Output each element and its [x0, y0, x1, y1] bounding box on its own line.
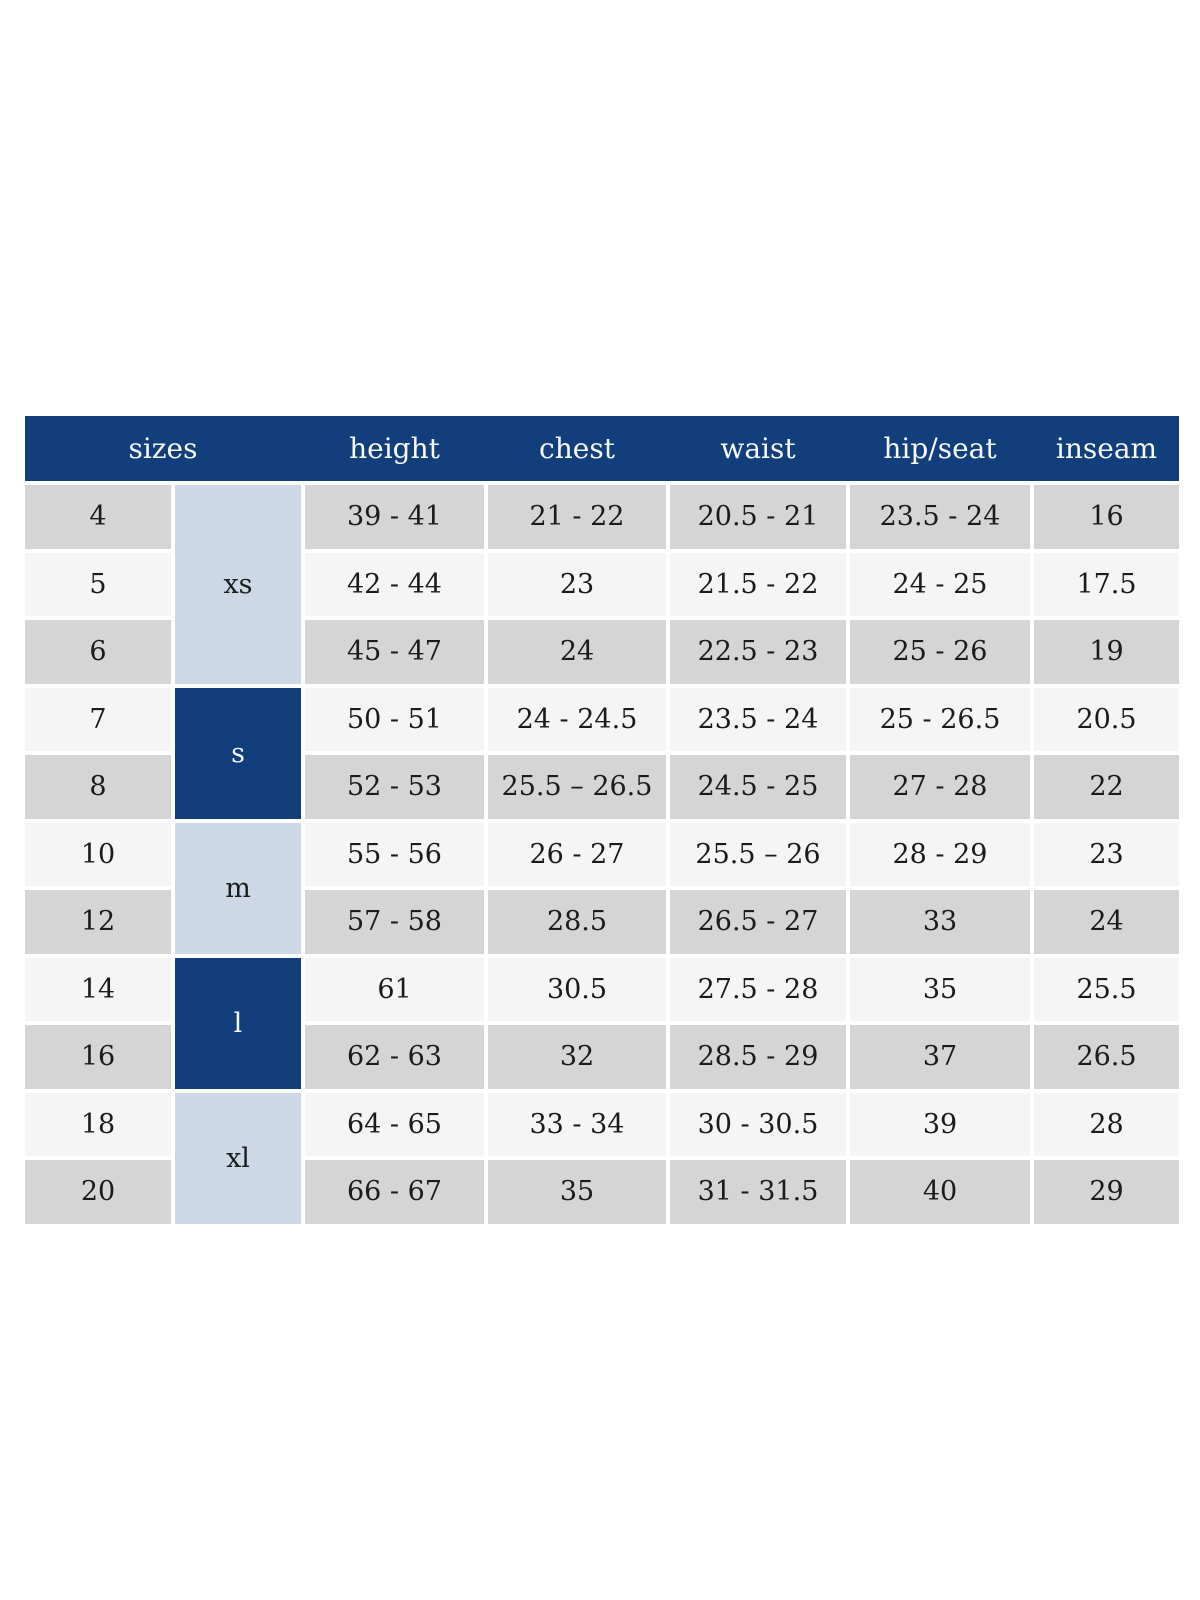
- size-cell: 6: [25, 620, 171, 684]
- height-cell: 52 - 53: [305, 755, 484, 819]
- hip_seat-cell: 28 - 29: [850, 822, 1030, 886]
- size-cell: 7: [25, 687, 171, 751]
- size-cell: 5: [25, 552, 171, 616]
- size-cell: 20: [25, 1160, 171, 1224]
- height-cell: 50 - 51: [305, 687, 484, 751]
- inseam-cell: 22: [1034, 755, 1179, 819]
- hip_seat-cell: 25 - 26.5: [850, 687, 1030, 751]
- chest-cell: 30.5: [488, 957, 666, 1021]
- hip_seat-cell: 23.5 - 24: [850, 485, 1030, 549]
- hip_seat-cell: 37: [850, 1025, 1030, 1089]
- waist-cell: 27.5 - 28: [670, 957, 846, 1021]
- chest-cell: 21 - 22: [488, 485, 666, 549]
- inseam-cell: 28: [1034, 1092, 1179, 1156]
- header-chest: chest: [539, 432, 615, 465]
- size-chart-body: 4 39 - 41 21 - 22 20.5 - 21 23.5 - 24 16 5 42 -…: [25, 485, 1179, 1224]
- size-cell: 18: [25, 1092, 171, 1156]
- size-cell: 8: [25, 755, 171, 819]
- height-cell: 61: [305, 957, 484, 1021]
- hip_seat-cell: 25 - 26: [850, 620, 1030, 684]
- size-chart-header-row: sizes height chest waist hip/seat inseam: [25, 416, 1179, 481]
- waist-cell: 28.5 - 29: [670, 1025, 846, 1089]
- chest-cell: 32: [488, 1025, 666, 1089]
- chest-cell: 28.5: [488, 890, 666, 954]
- inseam-cell: 20.5: [1034, 687, 1179, 751]
- chest-cell: 23: [488, 552, 666, 616]
- size-cell: 14: [25, 957, 171, 1021]
- size-group-xs: xs: [175, 485, 301, 684]
- chest-cell: 35: [488, 1160, 666, 1224]
- header-sizes: sizes: [128, 432, 198, 465]
- inseam-cell: 17.5: [1034, 552, 1179, 616]
- header-height: height: [349, 432, 440, 465]
- height-cell: 64 - 65: [305, 1092, 484, 1156]
- inseam-cell: 24: [1034, 890, 1179, 954]
- chest-cell: 33 - 34: [488, 1092, 666, 1156]
- inseam-cell: 29: [1034, 1160, 1179, 1224]
- waist-cell: 22.5 - 23: [670, 620, 846, 684]
- height-cell: 39 - 41: [305, 485, 484, 549]
- header-inseam: inseam: [1055, 432, 1158, 465]
- size-group-xl: xl: [175, 1092, 301, 1224]
- inseam-cell: 26.5: [1034, 1025, 1179, 1089]
- chest-cell: 25.5 – 26.5: [488, 755, 666, 819]
- hip_seat-cell: 27 - 28: [850, 755, 1030, 819]
- waist-cell: 25.5 – 26: [670, 822, 846, 886]
- waist-cell: 21.5 - 22: [670, 552, 846, 616]
- waist-cell: 23.5 - 24: [670, 687, 846, 751]
- inseam-cell: 23: [1034, 822, 1179, 886]
- size-group-m: m: [175, 822, 301, 954]
- size-cell: 10: [25, 822, 171, 886]
- size-group-l: l: [175, 957, 301, 1089]
- hip_seat-cell: 24 - 25: [850, 552, 1030, 616]
- height-cell: 42 - 44: [305, 552, 484, 616]
- waist-cell: 30 - 30.5: [670, 1092, 846, 1156]
- header-hip-seat: hip/seat: [883, 432, 997, 465]
- size-cell: 16: [25, 1025, 171, 1089]
- hip_seat-cell: 33: [850, 890, 1030, 954]
- inseam-cell: 25.5: [1034, 957, 1179, 1021]
- hip_seat-cell: 39: [850, 1092, 1030, 1156]
- chest-cell: 26 - 27: [488, 822, 666, 886]
- size-chart: sizes height chest waist hip/seat inseam…: [25, 416, 1179, 1224]
- waist-cell: 20.5 - 21: [670, 485, 846, 549]
- hip_seat-cell: 35: [850, 957, 1030, 1021]
- height-cell: 45 - 47: [305, 620, 484, 684]
- size-cell: 4: [25, 485, 171, 549]
- waist-cell: 31 - 31.5: [670, 1160, 846, 1224]
- waist-cell: 24.5 - 25: [670, 755, 846, 819]
- chest-cell: 24: [488, 620, 666, 684]
- size-cell: 12: [25, 890, 171, 954]
- size-group-s: s: [175, 687, 301, 819]
- inseam-cell: 16: [1034, 485, 1179, 549]
- waist-cell: 26.5 - 27: [670, 890, 846, 954]
- header-waist: waist: [720, 432, 796, 465]
- height-cell: 55 - 56: [305, 822, 484, 886]
- height-cell: 66 - 67: [305, 1160, 484, 1224]
- height-cell: 62 - 63: [305, 1025, 484, 1089]
- hip_seat-cell: 40: [850, 1160, 1030, 1224]
- chest-cell: 24 - 24.5: [488, 687, 666, 751]
- inseam-cell: 19: [1034, 620, 1179, 684]
- height-cell: 57 - 58: [305, 890, 484, 954]
